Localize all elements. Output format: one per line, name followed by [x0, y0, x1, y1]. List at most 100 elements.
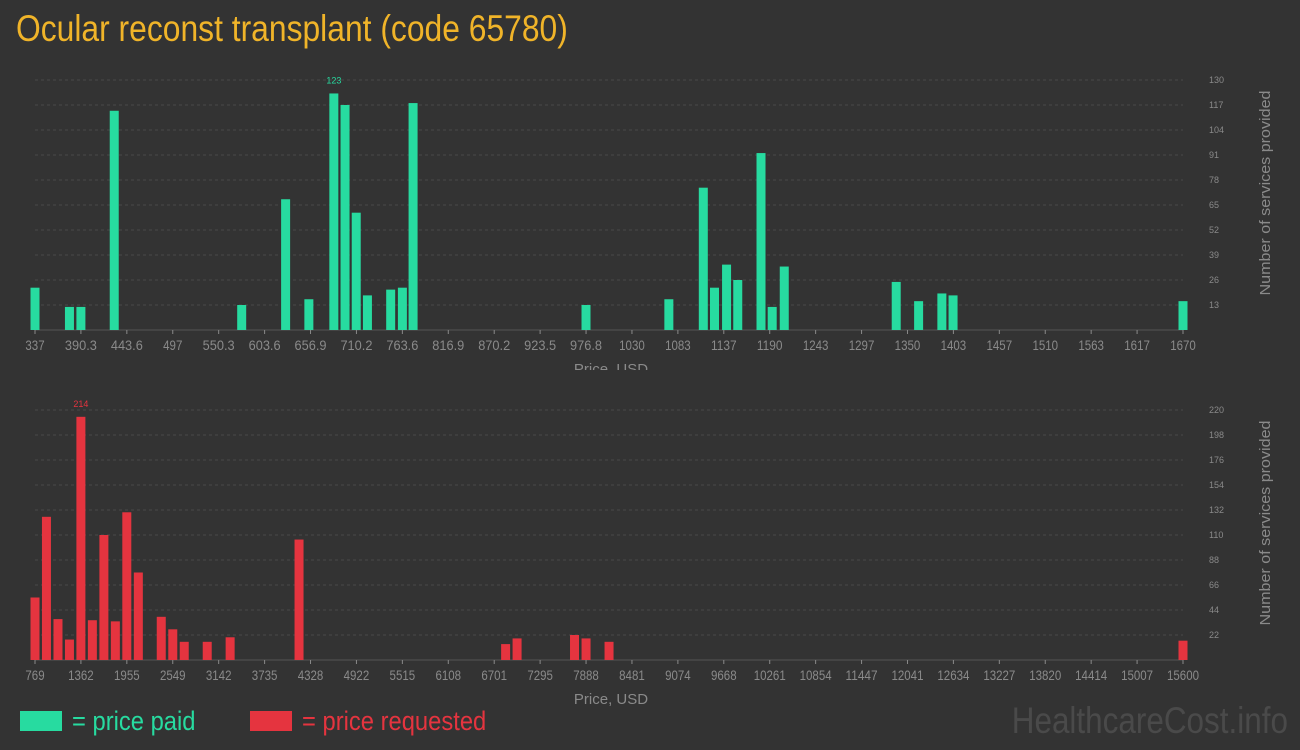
bar: [179, 641, 189, 660]
x-tick-label: 337: [25, 337, 44, 353]
bar: [225, 637, 235, 660]
x-axis-title: Price, USD: [574, 691, 648, 708]
bar: [362, 295, 372, 330]
x-tick-label: 15007: [1121, 667, 1153, 683]
y-tick-label: 91: [1209, 150, 1219, 160]
x-tick-label: 4922: [344, 667, 370, 683]
y-tick-label: 26: [1209, 275, 1219, 285]
bar: [237, 305, 247, 330]
y-tick-label: 154: [1209, 480, 1224, 490]
bar: [329, 93, 339, 330]
bar: [110, 621, 120, 660]
x-tick-label: 390.3: [65, 337, 97, 353]
y-axis-title: Number of services provided: [1257, 421, 1274, 626]
x-tick-label: 1297: [849, 337, 875, 353]
max-value-label: 214: [73, 399, 88, 409]
bar: [294, 539, 304, 660]
y-tick-label: 110: [1209, 530, 1223, 540]
x-tick-label: 1083: [665, 337, 691, 353]
y-tick-label: 13: [1209, 300, 1219, 310]
x-tick-label: 10261: [754, 667, 786, 683]
bar: [76, 416, 86, 660]
bar: [604, 641, 614, 660]
x-tick-label: 9668: [711, 667, 737, 683]
bar: [767, 306, 777, 330]
bar: [53, 619, 63, 660]
y-tick-label: 44: [1209, 605, 1219, 615]
x-tick-label: 923.5: [524, 337, 556, 353]
x-tick-label: 769: [25, 667, 44, 683]
y-tick-label: 117: [1209, 100, 1223, 110]
x-tick-label: 4328: [298, 667, 324, 683]
bar: [709, 287, 719, 330]
bar: [304, 299, 314, 330]
y-tick-label: 88: [1209, 555, 1219, 565]
x-tick-label: 8481: [619, 667, 645, 683]
bar: [386, 289, 396, 330]
page-title: Ocular reconst transplant (code 65780): [16, 8, 568, 49]
bar: [281, 199, 291, 330]
bar: [664, 299, 674, 330]
x-tick-label: 3735: [252, 667, 278, 683]
bar: [99, 535, 109, 660]
bar: [733, 280, 743, 330]
x-tick-label: 15600: [1167, 667, 1199, 683]
x-tick-label: 710.2: [340, 337, 372, 353]
x-tick-label: 5515: [390, 667, 416, 683]
x-tick-label: 12041: [891, 667, 923, 683]
y-tick-label: 198: [1209, 430, 1224, 440]
x-tick-label: 12634: [937, 667, 969, 683]
bar: [64, 639, 74, 660]
x-tick-label: 1362: [68, 667, 94, 683]
bar: [756, 153, 766, 330]
legend-label-paid: = price paid: [72, 705, 196, 736]
x-tick-label: 9074: [665, 667, 691, 683]
x-tick-label: 443.6: [111, 337, 143, 353]
bar: [914, 301, 924, 330]
x-tick-label: 1403: [941, 337, 967, 353]
x-tick-label: 656.9: [295, 337, 327, 353]
bar: [340, 105, 350, 330]
legend-swatch-requested: [250, 711, 292, 731]
bar: [30, 287, 40, 330]
legend-swatch-paid: [20, 711, 62, 731]
y-tick-label: 66: [1209, 580, 1219, 590]
x-tick-label: 816.9: [432, 337, 464, 353]
x-tick-label: 1510: [1032, 337, 1058, 353]
bar: [30, 597, 40, 660]
bar: [41, 516, 51, 660]
x-tick-label: 2549: [160, 667, 186, 683]
y-tick-label: 78: [1209, 175, 1219, 185]
max-value-label: 123: [326, 75, 341, 85]
x-tick-label: 13820: [1029, 667, 1061, 683]
bar: [779, 266, 789, 330]
x-tick-label: 976.8: [570, 337, 602, 353]
bar: [133, 572, 143, 660]
legend-item-paid: = price paid: [20, 704, 212, 738]
x-tick-label: 7295: [527, 667, 553, 683]
bar: [1178, 640, 1188, 660]
x-tick-label: 603.6: [249, 337, 281, 353]
bar: [87, 620, 97, 660]
x-tick-label: 6108: [435, 667, 461, 683]
x-tick-label: 14414: [1075, 667, 1107, 683]
x-tick-label: 1955: [114, 667, 140, 683]
x-tick-label: 1617: [1124, 337, 1150, 353]
y-tick-label: 176: [1209, 455, 1224, 465]
bar: [122, 512, 132, 660]
x-tick-label: 1457: [987, 337, 1013, 353]
bar: [501, 644, 511, 660]
x-tick-label: 870.2: [478, 337, 510, 353]
bar: [570, 635, 580, 660]
x-tick-label: 1190: [757, 337, 783, 353]
bar: [397, 287, 407, 330]
x-tick-label: 7888: [573, 667, 599, 683]
price-paid-chart: 13 26 39 52 65 78 91 104 117 130 337 390.3 443.6 497 5…: [25, 75, 1274, 370]
y-tick-label: 39: [1209, 250, 1219, 260]
y-tick-label: 220: [1209, 405, 1224, 415]
bar: [168, 629, 178, 660]
bar: [891, 281, 901, 330]
bar: [937, 293, 947, 330]
x-tick-label: 1670: [1170, 337, 1196, 353]
bar: [1178, 301, 1188, 330]
